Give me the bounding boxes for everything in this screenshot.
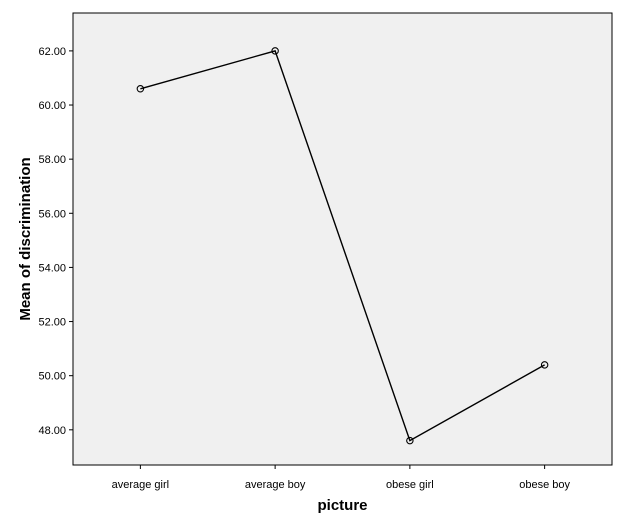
y-tick-label: 60.00	[38, 100, 66, 112]
series-line	[140, 50, 545, 442]
y-tick-label: 48.00	[38, 425, 66, 437]
y-axis: 48.00 50.00 52.00 54.00 56.00 58.00 60.00 62.00	[38, 46, 73, 437]
y-tick-label: 52.00	[38, 317, 66, 329]
series-layer	[136, 47, 549, 445]
data-point	[406, 436, 414, 445]
x-tick-label: obese boy	[519, 479, 570, 491]
x-axis-title: picture	[317, 497, 367, 514]
y-tick-label: 54.00	[38, 262, 66, 274]
data-point	[540, 361, 549, 369]
x-tick-label: average girl	[112, 479, 169, 491]
y-tick-label: 58.00	[38, 154, 66, 166]
y-tick-label: 50.00	[38, 371, 66, 383]
x-axis: average girl average boy obese girl obese b…	[112, 465, 571, 491]
x-tick-label: obese girl	[386, 479, 434, 491]
data-point	[271, 47, 279, 55]
data-point	[136, 85, 145, 93]
y-axis-title: Mean of discrimination	[17, 157, 34, 320]
x-tick-label: average boy	[245, 479, 306, 491]
plot-area	[72, 12, 613, 466]
y-tick-label: 62.00	[38, 46, 66, 58]
y-tick-label: 56.00	[38, 208, 66, 220]
